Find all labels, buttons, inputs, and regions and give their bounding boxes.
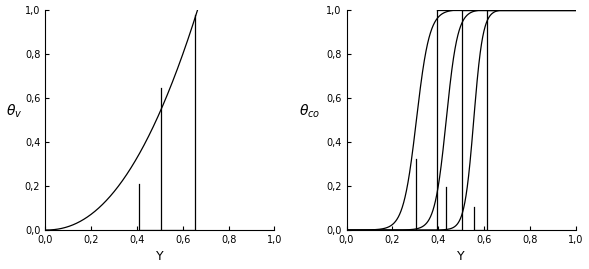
X-axis label: Y: Y xyxy=(156,250,164,263)
Y-axis label: $\theta_v$: $\theta_v$ xyxy=(5,102,22,120)
X-axis label: Y: Y xyxy=(457,250,465,263)
Y-axis label: $\theta_{co}$: $\theta_{co}$ xyxy=(299,102,320,120)
